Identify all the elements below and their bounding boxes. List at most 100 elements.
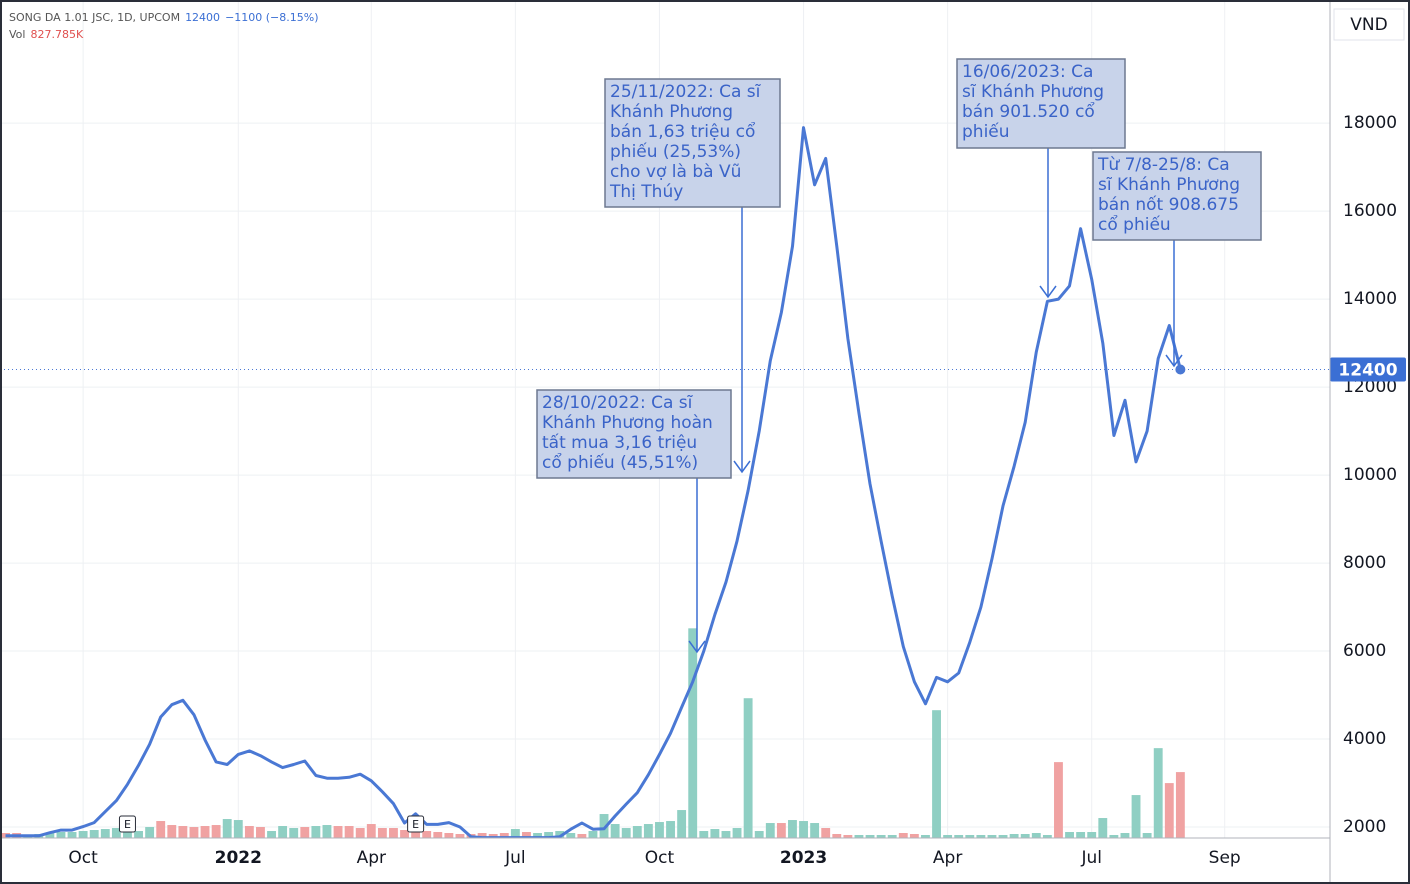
- volume-bar: [599, 814, 609, 838]
- volume-bar: [788, 820, 797, 838]
- volume-bar: [898, 833, 908, 838]
- volume-bar: [699, 831, 709, 838]
- volume-bar: [776, 823, 786, 838]
- volume-bar: [998, 835, 1008, 838]
- callout-arrowhead: [1039, 285, 1057, 299]
- volume-bar: [366, 824, 376, 838]
- x-tick-label: Jul: [1080, 848, 1102, 868]
- volume-bar: [887, 835, 897, 838]
- currency: VND: [1350, 15, 1387, 35]
- volume-bar: [1020, 834, 1030, 838]
- callout-arrowhead: [688, 640, 706, 654]
- volume-bar: [865, 835, 875, 838]
- volume-bar: [1109, 835, 1119, 838]
- volume-bar: [89, 830, 99, 838]
- volume-bar: [688, 628, 698, 838]
- volume-bar: [1042, 835, 1052, 838]
- volume-bar: [943, 835, 953, 838]
- volume-bar: [533, 833, 542, 838]
- y-tick-label: 18000: [1343, 113, 1397, 133]
- volume-bar: [921, 835, 930, 838]
- volume-bar: [522, 832, 531, 838]
- volume-bar: [555, 831, 565, 838]
- volume-bar: [178, 826, 188, 838]
- event-label: E: [412, 818, 419, 831]
- volume-bar: [145, 827, 155, 838]
- volume-bar: [710, 829, 720, 838]
- volume-bar: [67, 832, 77, 838]
- volume-bar: [411, 829, 421, 838]
- callout-text: 25/11/2022: Ca sĩ: [610, 82, 762, 102]
- y-tick-label: 16000: [1343, 201, 1397, 221]
- volume-bar: [655, 822, 664, 838]
- volume-bar: [433, 832, 443, 838]
- callout-arrowhead: [1165, 354, 1183, 368]
- volume-bar: [444, 833, 454, 838]
- callout-box: [536, 389, 732, 479]
- callout-text: cổ phiếu (45,51%): [542, 452, 698, 473]
- volume-bar: [422, 831, 432, 838]
- volume-bar: [1164, 783, 1174, 838]
- volume-bar: [1031, 833, 1041, 838]
- y-tick-label: 10000: [1343, 465, 1397, 485]
- volume-bar: [222, 819, 232, 838]
- volume-bar: [965, 835, 975, 838]
- volume-pane: [1, 628, 1185, 838]
- y-tick-label: 4000: [1343, 729, 1386, 749]
- volume-bar: [666, 821, 675, 838]
- volume-bar: [400, 830, 409, 838]
- legend-line: SONG DA 1.01 JSC, 1D, UPCOM 12400 −1100 (−…: [9, 11, 324, 24]
- grid: [0, 0, 1330, 838]
- volume-bar: [632, 826, 642, 838]
- volume-bar: [732, 828, 742, 838]
- price-pane: [0, 126, 1330, 838]
- volume-bar: [876, 835, 886, 838]
- volume-bar: [832, 834, 842, 838]
- volume-bar: [233, 820, 243, 838]
- volume-bar: [1009, 834, 1019, 838]
- event-marker: [407, 815, 425, 833]
- x-tick-label: Oct: [68, 848, 98, 868]
- callout-text: sĩ Khánh Phương: [1098, 175, 1240, 195]
- volume-bar: [754, 831, 764, 838]
- volume-bar: [123, 829, 132, 838]
- callout-text: sĩ Khánh Phương: [962, 82, 1104, 102]
- callout-text: Khánh Phương: [610, 102, 733, 122]
- volume-bar: [256, 827, 265, 838]
- volume-bar: [377, 828, 387, 838]
- callout-text: phiếu: [962, 121, 1010, 142]
- callout-text: bán 1,63 triệu cổ: [610, 121, 756, 142]
- y-tick-label: 14000: [1343, 289, 1397, 309]
- volume-bar: [810, 823, 820, 838]
- callout-text: Thị Thúy: [609, 182, 683, 202]
- volume-bar: [1087, 832, 1097, 838]
- volume-bar: [677, 810, 687, 838]
- volume-bar: [78, 831, 88, 838]
- overlay: 2000 4000 6000 8000 10000 12000 14000 16000 1800…: [68, 58, 1406, 868]
- volume-bar: [200, 826, 210, 838]
- x-tick-label: Jul: [504, 848, 526, 868]
- callout-text: phiếu (25,53%): [610, 141, 741, 162]
- volume-bar: [1065, 832, 1074, 838]
- volume-bar: [45, 833, 55, 838]
- y-tick-label: 6000: [1343, 641, 1386, 661]
- y-tick-label: 12000: [1343, 377, 1397, 397]
- price-line: [5, 126, 1182, 838]
- volume-bar: [843, 835, 853, 838]
- volume-bar: [100, 829, 110, 838]
- volume-bar: [344, 826, 354, 838]
- x-tick-label: 2022: [215, 848, 262, 868]
- volume-bar: [510, 829, 520, 838]
- y-tick-label: 8000: [1343, 553, 1386, 573]
- callout-text: Từ 7/8-25/8: Ca: [1097, 155, 1230, 175]
- volume-bar: [355, 828, 365, 838]
- volume-bar: [322, 825, 332, 838]
- currency-box[interactable]: [1333, 8, 1405, 41]
- volume-bar: [544, 832, 554, 838]
- volume-bar: [987, 835, 997, 838]
- volume-bar: [909, 834, 919, 838]
- volume-bar: [1098, 818, 1108, 838]
